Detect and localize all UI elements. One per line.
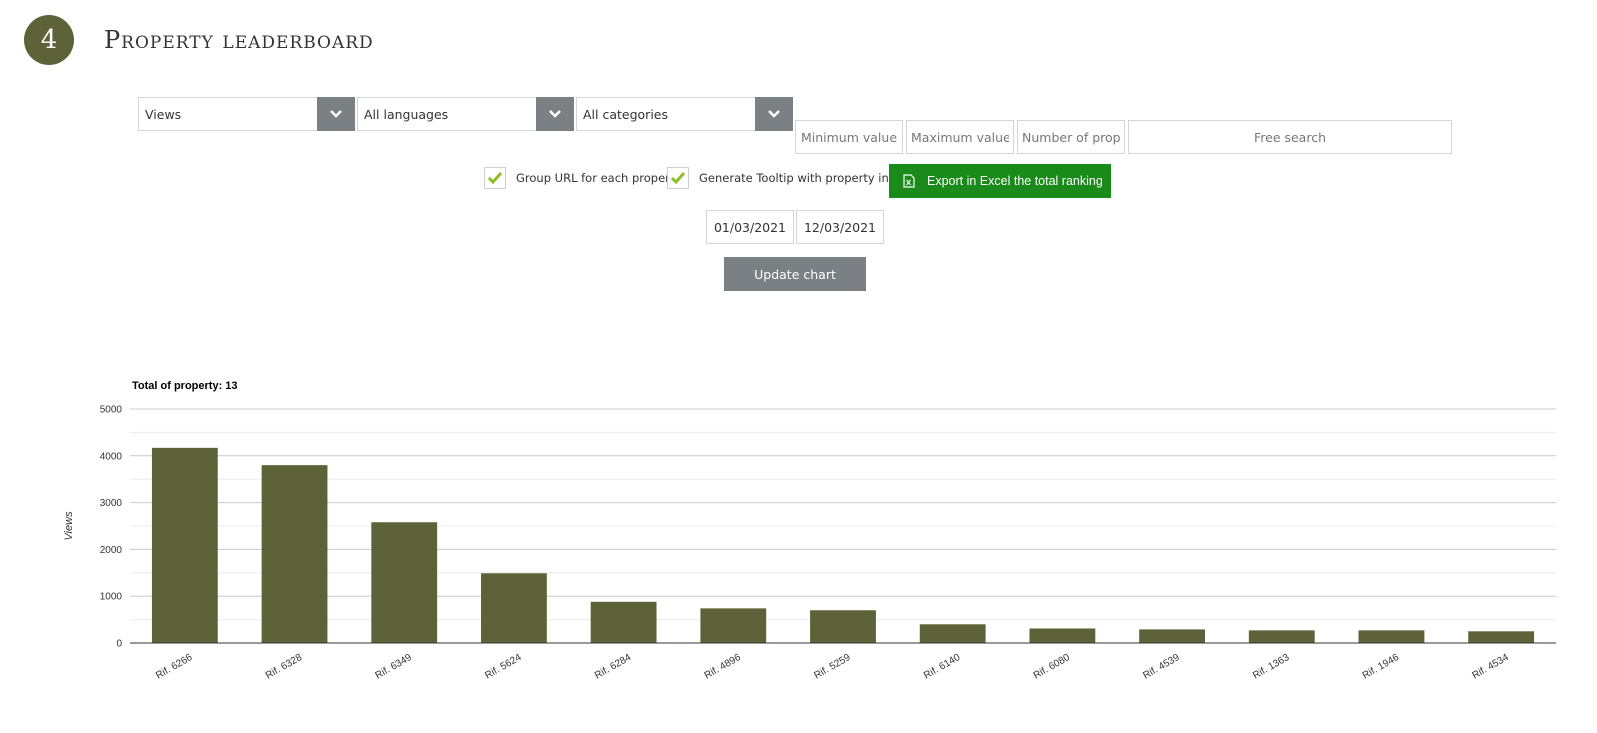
maximum-value-input[interactable] <box>906 120 1014 154</box>
x-tick-label: Rif. 5259 <box>812 652 853 682</box>
chart-bars <box>151 447 1535 643</box>
language-select[interactable]: All languages <box>357 96 574 131</box>
x-tick-label: Rif. 6349 <box>374 652 415 682</box>
step-number-badge: 4 <box>24 15 74 65</box>
x-axis-ticks: Rif. 6266 Rif. 6328 Rif. 6349 Rif. 5624 Rif.… <box>154 652 1511 682</box>
y-tick-label: 2000 <box>100 545 123 556</box>
category-select[interactable]: All categories <box>576 96 793 131</box>
export-excel-button[interactable]: Export in Excel the total ranking <box>889 164 1111 198</box>
bar[interactable] <box>261 465 328 643</box>
x-tick-label: Rif. 5624 <box>483 652 524 682</box>
tooltip-label: Generate Tooltip with property info <box>699 171 900 185</box>
bar[interactable] <box>1139 629 1205 643</box>
export-excel-label: Export in Excel the total ranking <box>927 174 1103 188</box>
x-tick-label: Rif. 4534 <box>1470 652 1511 682</box>
x-tick-label: Rif. 6284 <box>593 652 634 682</box>
chevron-down-icon[interactable] <box>536 96 574 131</box>
category-select-value: All categories <box>583 106 668 122</box>
x-tick-label: Rif. 1363 <box>1251 652 1292 682</box>
bar[interactable] <box>919 624 986 643</box>
page-title: Property leaderboard <box>104 26 374 54</box>
views-bar-chart: Total of property: 13 0 1000 2000 3000 4000 5… <box>63 380 1556 682</box>
y-axis-ticks: 0 1000 2000 3000 4000 5000 <box>100 405 123 650</box>
chevron-down-icon[interactable] <box>755 96 793 131</box>
x-tick-label: Rif. 6080 <box>1032 652 1073 682</box>
bar[interactable] <box>1468 631 1535 643</box>
bar[interactable] <box>1029 628 1096 643</box>
x-tick-label: Rif. 6140 <box>922 652 963 682</box>
language-select-value: All languages <box>364 106 449 122</box>
tooltip-checkbox[interactable] <box>667 167 689 189</box>
y-tick-label: 5000 <box>100 405 123 416</box>
x-tick-label: Rif. 4896 <box>703 652 744 682</box>
x-tick-label: Rif. 6266 <box>154 652 195 682</box>
x-tick-label: Rif. 1946 <box>1361 652 1402 682</box>
x-tick-label: Rif. 6328 <box>264 652 305 682</box>
free-search-input[interactable] <box>1128 120 1452 154</box>
y-tick-label: 3000 <box>100 498 123 509</box>
bar[interactable] <box>1248 630 1315 643</box>
excel-file-icon <box>903 174 915 188</box>
y-tick-label: 1000 <box>100 592 123 603</box>
y-tick-label: 4000 <box>100 451 123 462</box>
metric-select[interactable]: Views <box>138 96 355 131</box>
metric-select-value: Views <box>145 106 182 122</box>
y-tick-label: 0 <box>116 639 122 650</box>
y-axis-label: Views <box>63 511 75 541</box>
tooltip-option[interactable]: Generate Tooltip with property info <box>667 166 900 190</box>
chevron-down-icon[interactable] <box>317 96 355 131</box>
group-url-label: Group URL for each property <box>516 171 682 185</box>
number-of-properties-input[interactable] <box>1017 120 1125 154</box>
bar[interactable] <box>700 608 767 643</box>
x-tick-label: Rif. 4539 <box>1141 652 1182 682</box>
update-chart-button[interactable]: Update chart <box>724 257 866 291</box>
chart-gridlines <box>130 408 1556 644</box>
chart-title: Total of property: 13 <box>132 380 238 392</box>
bar[interactable] <box>590 601 657 643</box>
bar[interactable] <box>151 447 218 643</box>
bar[interactable] <box>371 522 438 643</box>
minimum-value-input[interactable] <box>795 120 903 154</box>
date-to-input[interactable] <box>796 210 884 244</box>
bar[interactable] <box>1358 630 1425 643</box>
group-url-checkbox[interactable] <box>484 167 506 189</box>
date-from-input[interactable] <box>706 210 794 244</box>
bar[interactable] <box>810 610 876 643</box>
bar[interactable] <box>481 573 547 643</box>
group-url-option[interactable]: Group URL for each property <box>484 166 681 190</box>
